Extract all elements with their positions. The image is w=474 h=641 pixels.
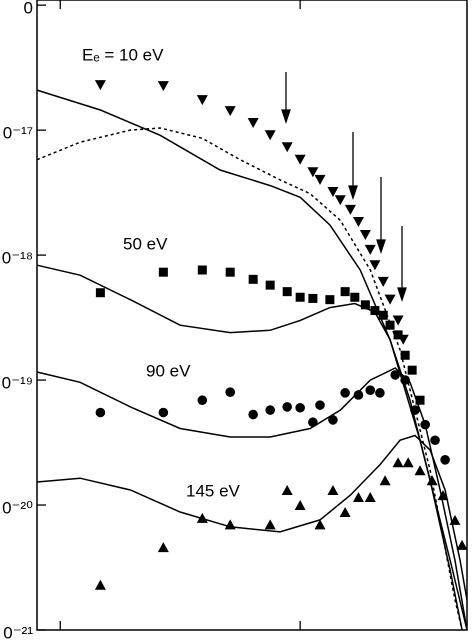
- annotation: 50 eV: [123, 234, 168, 253]
- annotation: Eₑ = 10 eV: [82, 45, 164, 64]
- y-tick-label: 0⁻¹⁸: [2, 249, 33, 268]
- data-point: [95, 407, 106, 418]
- data-point: [359, 229, 371, 240]
- data-point: [264, 130, 276, 141]
- data-point: [402, 457, 414, 468]
- annotation: 90 eV: [146, 361, 191, 380]
- data-point: [157, 81, 169, 92]
- data-point: [393, 330, 403, 340]
- y-tick-label: 0⁻²⁰: [2, 499, 33, 518]
- y-tick-label: 0⁻²¹: [3, 623, 33, 641]
- data-point: [294, 154, 306, 165]
- data-point: [384, 294, 396, 305]
- data-point: [375, 388, 385, 398]
- model-curve: [36, 127, 463, 631]
- data-point: [247, 118, 259, 129]
- y-tick-label: 0: [24, 0, 33, 18]
- data-point: [281, 142, 293, 153]
- data-point: [282, 402, 292, 412]
- data-point: [426, 475, 438, 486]
- data-point: [224, 519, 236, 530]
- data-point: [196, 95, 208, 106]
- data-point: [339, 506, 351, 517]
- model-curve: [36, 367, 468, 631]
- data-point: [340, 388, 350, 398]
- data-point: [197, 265, 207, 275]
- data-point: [352, 217, 364, 228]
- data-point: [400, 375, 410, 385]
- data-point: [158, 267, 168, 277]
- data-point: [294, 500, 306, 511]
- data-point: [392, 315, 404, 326]
- data-point: [390, 370, 401, 380]
- data-point: [307, 167, 319, 178]
- data-point: [392, 457, 404, 468]
- data-point: [407, 365, 417, 375]
- data-point: [385, 320, 395, 330]
- data-point: [365, 385, 376, 395]
- data-point: [158, 407, 169, 418]
- data-point: [420, 419, 430, 430]
- plot-frame: [36, 0, 468, 631]
- data-point: [225, 267, 235, 277]
- data-point: [415, 395, 425, 405]
- data-point: [314, 174, 326, 185]
- data-point: [369, 260, 381, 271]
- data-point: [410, 405, 420, 415]
- data-point: [281, 484, 293, 495]
- data-point: [327, 484, 339, 495]
- data-point: [197, 395, 208, 406]
- data-point: [344, 204, 356, 215]
- data-point: [440, 455, 450, 465]
- data-point: [378, 310, 388, 320]
- data-point: [437, 490, 449, 501]
- data-point: [370, 306, 380, 316]
- data-point: [353, 390, 364, 400]
- data-point: [225, 387, 236, 397]
- data-point: [350, 292, 360, 302]
- data-point: [308, 293, 318, 303]
- data-point: [328, 415, 338, 425]
- data-point: [379, 475, 391, 486]
- data-point: [315, 400, 325, 410]
- data-point: [414, 465, 426, 476]
- model-curve: [36, 264, 463, 631]
- data-point: [334, 195, 346, 206]
- model-curve: [36, 434, 468, 601]
- data-point: [295, 292, 305, 302]
- data-point: [94, 579, 106, 590]
- data-point: [248, 409, 258, 420]
- data-point: [295, 402, 305, 413]
- data-point: [340, 287, 350, 297]
- data-point: [456, 539, 468, 550]
- y-tick-label: 0⁻¹⁹: [2, 374, 33, 393]
- data-point: [449, 514, 461, 525]
- data-point: [352, 491, 364, 502]
- data-point: [327, 186, 339, 197]
- data-point: [377, 276, 389, 287]
- data-point: [224, 106, 236, 117]
- data-point: [94, 80, 106, 91]
- data-point: [157, 542, 169, 553]
- arrows: [281, 72, 407, 303]
- data-point: [196, 512, 208, 523]
- data-point: [314, 519, 326, 530]
- data-point: [364, 491, 376, 502]
- data-point: [325, 295, 335, 305]
- data-point: [308, 417, 318, 428]
- data-point: [265, 280, 275, 290]
- y-tick-label: 0⁻¹⁷: [3, 124, 33, 143]
- data-point: [430, 435, 440, 446]
- data-point: [265, 405, 275, 415]
- data-point: [95, 288, 105, 298]
- data-point: [248, 274, 258, 284]
- annotation: 145 eV: [186, 481, 241, 500]
- data-point: [360, 300, 370, 310]
- data-point: [282, 287, 292, 297]
- data-point: [364, 244, 376, 255]
- data-point: [264, 519, 276, 530]
- data-point: [400, 350, 410, 360]
